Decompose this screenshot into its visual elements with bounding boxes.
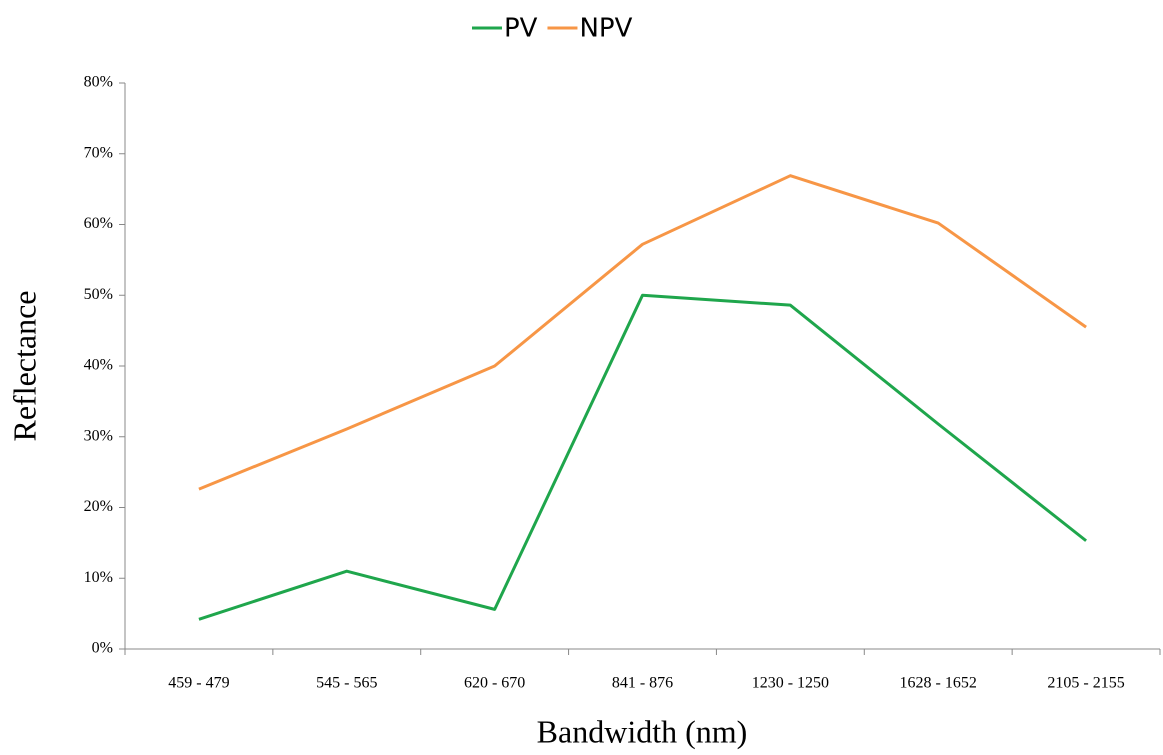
y-tick-label: 20%	[84, 498, 113, 515]
data-line	[198, 293, 1087, 621]
data-line	[198, 174, 1087, 491]
x-tick-label: 841 - 876	[612, 675, 673, 692]
x-axis-title: Bandwidth (nm)	[537, 713, 748, 749]
x-tick-label: 1628 - 1652	[900, 675, 977, 692]
y-tick-label: 50%	[84, 286, 113, 303]
x-tick-label: 459 - 479	[168, 675, 229, 692]
y-tick-label: 70%	[84, 144, 113, 161]
x-tick-label: 545 - 565	[316, 675, 377, 692]
x-tick-label: 620 - 670	[464, 675, 525, 692]
y-axis-title: Reflectance	[6, 291, 42, 442]
x-tick-label: 1230 - 1250	[752, 675, 829, 692]
y-tick-label: 30%	[84, 427, 113, 444]
y-tick-label: 60%	[84, 215, 113, 232]
y-tick-label: 0%	[92, 640, 113, 657]
y-tick-label: 80%	[84, 74, 113, 91]
y-tick-label: 40%	[84, 357, 113, 374]
legend-label: NPV	[579, 14, 632, 44]
y-tick-label: 10%	[84, 569, 113, 586]
x-tick-label: 2105 - 2155	[1047, 675, 1124, 692]
legend-label: PV	[504, 14, 538, 44]
